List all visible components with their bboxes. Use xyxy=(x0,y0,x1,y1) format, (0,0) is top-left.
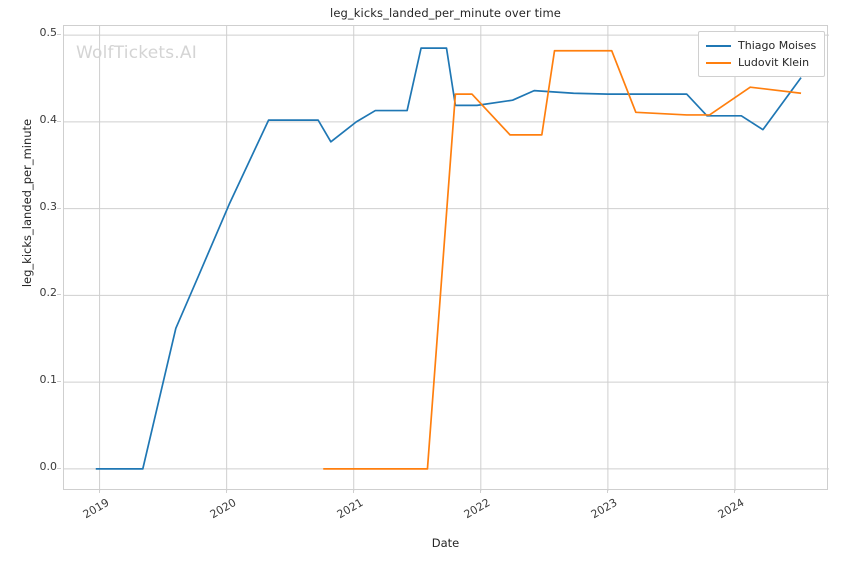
x-tick-label: 2019 xyxy=(80,496,112,522)
y-tick-mark xyxy=(57,34,61,36)
y-tick-mark xyxy=(57,120,61,122)
x-tick-mark xyxy=(606,490,608,493)
x-tick-mark xyxy=(479,490,481,493)
y-tick-mark xyxy=(57,381,61,383)
plot-area: WolfTickets.AI xyxy=(63,25,829,491)
x-axis-label: Date xyxy=(431,536,460,550)
x-tick-mark xyxy=(98,490,100,493)
watermark-text: WolfTickets.AI xyxy=(76,43,197,63)
y-tick-label: 0.4 xyxy=(39,112,58,126)
series-line xyxy=(95,47,802,470)
x-tick-mark xyxy=(225,490,227,493)
y-tick-label: 0.5 xyxy=(39,26,58,40)
y-axis-label: leg_kicks_landed_per_minute xyxy=(20,118,34,288)
legend-label: Thiago Moises xyxy=(738,39,817,52)
y-tick-mark xyxy=(57,294,61,296)
chart-title: leg_kicks_landed_per_minute over time xyxy=(330,6,561,20)
chart-series-lines xyxy=(95,47,802,470)
x-tick-label: 2021 xyxy=(334,496,366,522)
y-tick-mark xyxy=(57,467,61,469)
legend-label: Ludovit Klein xyxy=(738,56,810,69)
legend-item-1: Thiago Moises xyxy=(706,37,816,54)
y-tick-label: 0.1 xyxy=(39,373,58,387)
y-tick-label: 0.3 xyxy=(39,199,58,213)
x-tick-label: 2024 xyxy=(715,496,747,522)
chart-gridlines xyxy=(64,26,829,491)
x-tick-label: 2020 xyxy=(207,496,239,522)
x-tick-label: 2023 xyxy=(588,496,620,522)
y-tick-label: 0.0 xyxy=(39,459,58,473)
y-axis-ticks: 0.0 0.1 0.2 0.3 0.4 0.5 xyxy=(0,25,61,490)
series-line xyxy=(323,49,802,470)
x-tick-label: 2022 xyxy=(461,496,493,522)
legend-item-2: Ludovit Klein xyxy=(706,54,816,71)
y-tick-label: 0.2 xyxy=(39,286,58,300)
legend-color-swatch xyxy=(706,61,731,64)
x-tick-mark xyxy=(733,490,735,493)
y-tick-mark xyxy=(57,207,61,209)
chart-legend: Thiago Moises Ludovit Klein xyxy=(698,31,826,77)
x-tick-mark xyxy=(352,490,354,493)
x-axis-ticks: 2019 2020 2021 2022 2023 2024 xyxy=(63,490,828,540)
legend-color-swatch xyxy=(706,44,731,47)
